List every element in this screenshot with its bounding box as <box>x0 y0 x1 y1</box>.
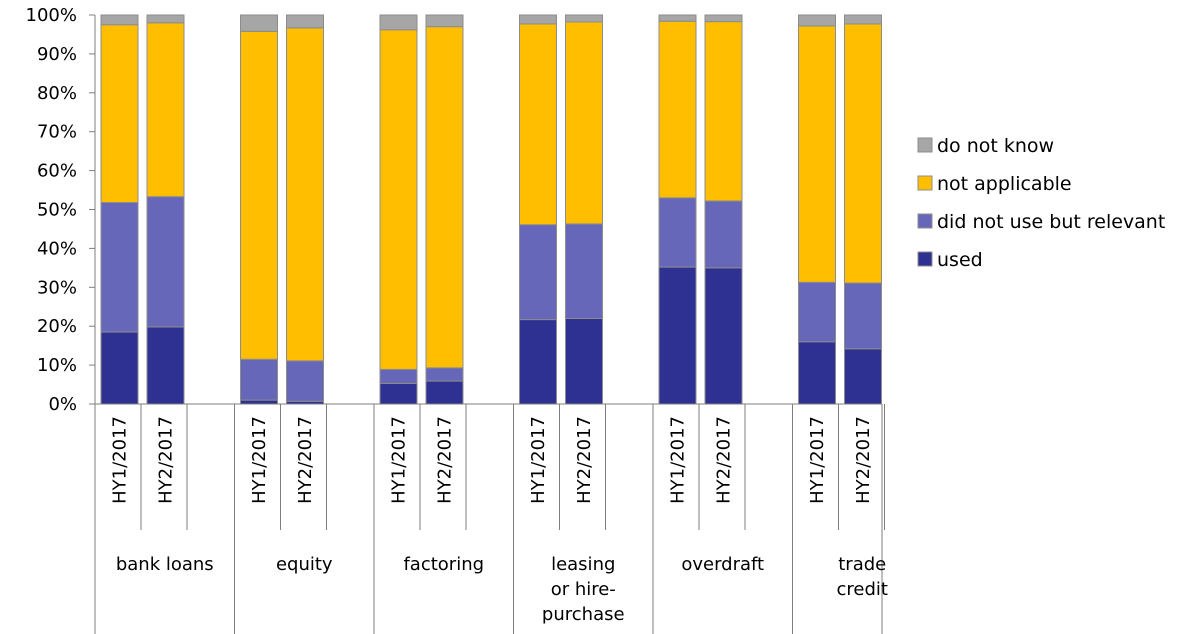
legend-label: not applicable <box>937 173 1072 195</box>
bar-segment-do-not-know <box>100 14 139 26</box>
y-tick-label: 10% <box>37 355 77 376</box>
y-tick-label: 70% <box>37 122 77 143</box>
bar-segment-did-not-use-but-relevant <box>658 197 697 268</box>
period-label: HY1/2017 <box>668 416 689 504</box>
bar-segment-do-not-know <box>658 14 697 22</box>
bar-segment-did-not-use-but-relevant <box>704 200 743 269</box>
bar-segment-not-applicable <box>146 22 185 198</box>
bar-segment-not-applicable <box>286 27 324 362</box>
bar-segment-do-not-know <box>425 14 464 28</box>
legend-label: did not use but relevant <box>937 211 1165 233</box>
bar-segment-not-applicable <box>565 21 603 225</box>
bar-segment-not-applicable <box>519 23 557 226</box>
bar-segment-did-not-use-but-relevant <box>146 196 185 328</box>
bar-segment-used <box>100 331 139 405</box>
bar-segment-did-not-use-but-relevant <box>798 281 836 343</box>
bar-segment-not-applicable <box>100 24 139 203</box>
bar-segment-used <box>844 348 882 405</box>
bar-segment-do-not-know <box>704 14 743 23</box>
bar-segment-did-not-use-but-relevant <box>565 223 603 319</box>
category-label: bank loans <box>116 554 214 575</box>
y-tick-label: 30% <box>37 277 77 298</box>
bar-segment-not-applicable <box>425 26 464 369</box>
category-label: or hire- <box>551 579 616 600</box>
legend-label: used <box>937 249 983 271</box>
bar-segment-do-not-know <box>844 14 882 25</box>
bar-segment-do-not-know <box>798 14 836 27</box>
legend-label: do not know <box>937 135 1054 157</box>
bar-segment-did-not-use-but-relevant <box>519 224 557 321</box>
bar-segment-not-applicable <box>240 30 278 360</box>
y-tick-label: 20% <box>37 316 77 337</box>
bar-segment-used <box>240 399 278 405</box>
bar-segment-do-not-know <box>519 14 557 25</box>
y-tick-label: 80% <box>37 83 77 104</box>
bar-segment-did-not-use-but-relevant <box>379 368 418 384</box>
y-tick-label: 50% <box>37 200 77 221</box>
bar-segment-not-applicable <box>798 25 836 283</box>
y-tick-label: 60% <box>37 161 77 182</box>
category-label: credit <box>837 579 888 600</box>
bar-segment-used <box>565 317 603 405</box>
bar-segment-used <box>658 266 697 405</box>
period-label: HY1/2017 <box>249 416 270 504</box>
bar-segment-do-not-know <box>379 14 418 31</box>
bar-segment-did-not-use-but-relevant <box>844 282 882 350</box>
period-label: HY1/2017 <box>528 416 549 504</box>
period-label: HY1/2017 <box>389 416 410 504</box>
bar-segment-did-not-use-but-relevant <box>240 358 278 401</box>
bar-segment-used <box>704 267 743 405</box>
bar-segment-not-applicable <box>379 29 418 370</box>
bar-segment-not-applicable <box>704 21 743 202</box>
bar-segment-used <box>425 380 464 405</box>
category-label: trade <box>838 554 886 575</box>
bar-segment-used <box>519 319 557 405</box>
bar-segment-used <box>379 382 418 405</box>
category-label: factoring <box>403 554 484 575</box>
bar-segment-not-applicable <box>844 23 882 284</box>
category-label: leasing <box>551 554 615 575</box>
bar-segment-did-not-use-but-relevant <box>100 201 139 333</box>
period-label: HY2/2017 <box>435 416 456 504</box>
period-label: HY2/2017 <box>295 416 316 504</box>
y-tick-label: 0% <box>48 394 77 415</box>
period-label: HY1/2017 <box>807 416 828 504</box>
legend-swatch <box>917 137 933 153</box>
y-tick-label: 90% <box>37 44 77 65</box>
period-label: HY2/2017 <box>574 416 595 504</box>
category-label: equity <box>276 554 333 575</box>
bar-segment-do-not-know <box>146 14 185 24</box>
bar-segment-do-not-know <box>286 14 324 29</box>
bar-segment-do-not-know <box>565 14 603 23</box>
period-label: HY2/2017 <box>156 416 177 504</box>
period-label: HY1/2017 <box>110 416 131 504</box>
legend-swatch <box>917 213 933 229</box>
bar-segment-do-not-know <box>240 14 278 32</box>
bar-segment-used <box>146 326 185 405</box>
y-tick-label: 40% <box>37 238 77 259</box>
period-label: HY2/2017 <box>714 416 735 504</box>
bar-segment-not-applicable <box>658 20 697 199</box>
category-label: purchase <box>542 604 625 625</box>
legend-swatch <box>917 175 933 191</box>
bar-segment-did-not-use-but-relevant <box>425 367 464 382</box>
legend-swatch <box>917 251 933 267</box>
y-tick-label: 100% <box>26 5 77 26</box>
period-label: HY2/2017 <box>853 416 874 504</box>
category-label: overdraft <box>681 554 764 575</box>
bar-segment-used <box>798 341 836 405</box>
bar-segment-did-not-use-but-relevant <box>286 360 324 402</box>
